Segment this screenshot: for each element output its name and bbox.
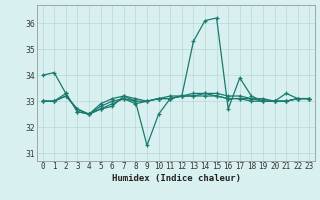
X-axis label: Humidex (Indice chaleur): Humidex (Indice chaleur) — [111, 174, 241, 183]
